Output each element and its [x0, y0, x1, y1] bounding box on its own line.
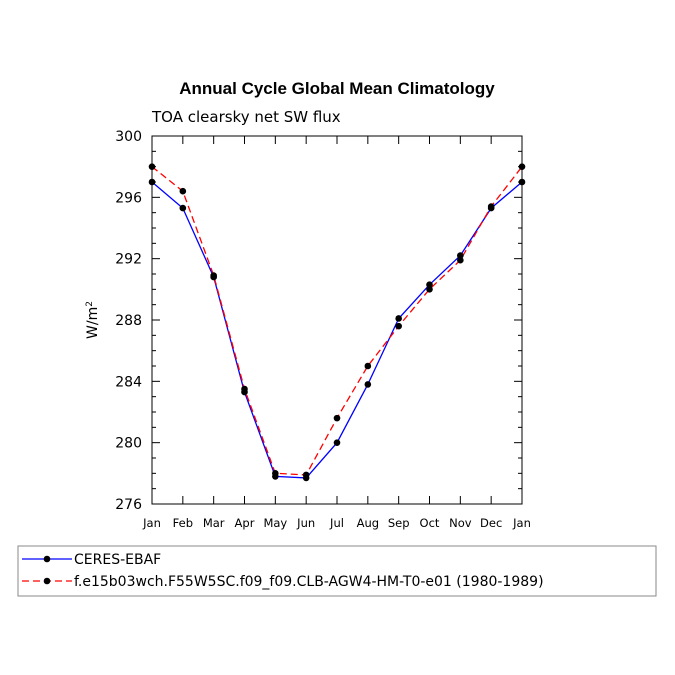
y-tick-label: 300: [115, 129, 142, 145]
series-2-point: [518, 163, 526, 170]
x-tick-label: May: [263, 516, 287, 530]
y-tick-label: 292: [115, 252, 142, 268]
x-tick-label: Mar: [203, 516, 225, 530]
x-tick-label: Sep: [388, 516, 410, 530]
series-2-point: [487, 203, 495, 210]
series-1-point: [518, 178, 526, 186]
x-tick-label: Apr: [235, 516, 255, 530]
series-line-2: [151, 166, 523, 476]
series-2-point: [241, 385, 248, 393]
y-axis-label-superscript: 2: [85, 301, 95, 307]
x-axis: Jan Feb Mar Apr May Jun Jul Aug Sep Oct Nov Dec Jan: [142, 136, 531, 530]
y-tick-label: 296: [115, 190, 142, 206]
x-tick-label: Jul: [329, 516, 344, 530]
plot-frame: [151, 135, 523, 505]
x-tick-label: Jan: [142, 516, 161, 530]
legend-label: CERES-EBAF: [74, 552, 161, 568]
series-group: [148, 163, 526, 482]
y-tick-label: 280: [115, 436, 142, 452]
x-tick-label: Nov: [449, 516, 472, 530]
series-1-point: [179, 204, 187, 212]
y-tick-label: 288: [115, 313, 142, 329]
series-line-1: [151, 181, 523, 479]
series-1-point: [364, 381, 372, 388]
series-2-point: [395, 322, 402, 330]
x-tick-label: Jan: [512, 516, 531, 530]
series-1-point: [426, 281, 433, 289]
series-2-point: [148, 163, 156, 170]
series-2-point: [179, 187, 187, 195]
y-axis: 276 280 284 288 292 296 300: [115, 129, 522, 513]
x-tick-label: Aug: [357, 516, 379, 530]
series-2-point: [426, 286, 433, 293]
series-2-point: [272, 470, 279, 477]
chart-title: Annual Cycle Global Mean Climatology: [179, 79, 495, 98]
y-tick-label: 284: [115, 374, 142, 390]
series-1-point: [395, 315, 402, 322]
series-2-point: [210, 272, 217, 279]
legend-label: f.e15b03wch.F55W5SC.f09_f09.CLB-AGW4-HM-…: [74, 574, 544, 590]
x-tick-label: Jun: [296, 516, 315, 530]
x-tick-label: Oct: [420, 516, 440, 530]
series-1-point: [457, 252, 464, 259]
legend-box: [17, 545, 657, 597]
y-axis-label-text: W/m: [85, 307, 101, 339]
legend-swatch-marker: [43, 577, 51, 585]
series-2-point: [302, 471, 310, 479]
legend-swatch-marker: [43, 555, 51, 563]
y-tick-label: 276: [115, 497, 142, 513]
y-axis-label: W/m2: [85, 301, 101, 339]
series-2-point: [364, 362, 372, 370]
chart-subtitle: TOA clearsky net SW flux: [151, 108, 341, 126]
series-1-point: [333, 439, 341, 446]
series-2-point: [457, 256, 464, 264]
x-tick-label: Feb: [173, 516, 193, 530]
x-tick-label: Dec: [480, 516, 502, 530]
series-1-point: [148, 178, 156, 186]
legend: CERES-EBAF f.e15b03wch.F55W5SC.f09_f09.CL…: [22, 552, 544, 590]
series-2-point: [333, 414, 341, 422]
